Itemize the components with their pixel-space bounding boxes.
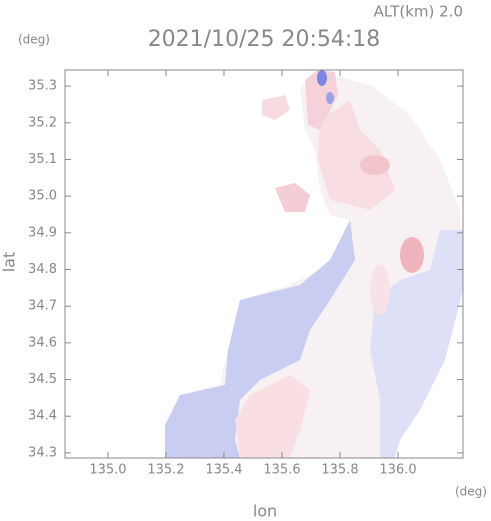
y-tick-label: 35.1 <box>28 152 57 167</box>
y-tick-label: 35.0 <box>28 189 57 204</box>
y-tick-label: 35.2 <box>28 115 57 130</box>
x-tick-label: 135.2 <box>147 463 184 478</box>
x-tick-label: 135.8 <box>321 463 358 478</box>
plot-frame <box>64 69 464 459</box>
y-tick-label: 34.5 <box>28 372 57 387</box>
y-tick-label: 34.8 <box>28 262 57 277</box>
subtitle: ALT(km) 2.0 <box>374 3 463 21</box>
y-tick-label: 34.4 <box>28 409 57 424</box>
x-axis-label: lon <box>253 502 277 521</box>
x-tick-label: 136.0 <box>379 463 416 478</box>
y-tick-label: 34.7 <box>28 299 57 314</box>
x-unit: (deg) <box>455 485 487 499</box>
y-tick-label: 34.9 <box>28 225 57 240</box>
x-tick-label: 135.6 <box>263 463 300 478</box>
x-tick-label: 135.4 <box>205 463 242 478</box>
x-tick-label: 135.0 <box>89 463 126 478</box>
y-tick-label: 35.3 <box>28 79 57 94</box>
y-tick-label: 34.3 <box>28 445 57 460</box>
y-unit: (deg) <box>18 33 50 47</box>
y-axis-label: lat <box>0 252 19 273</box>
chart-title: 2021/10/25 20:54:18 <box>148 27 381 52</box>
y-tick-label: 34.6 <box>28 335 57 350</box>
radar-field <box>165 70 463 458</box>
